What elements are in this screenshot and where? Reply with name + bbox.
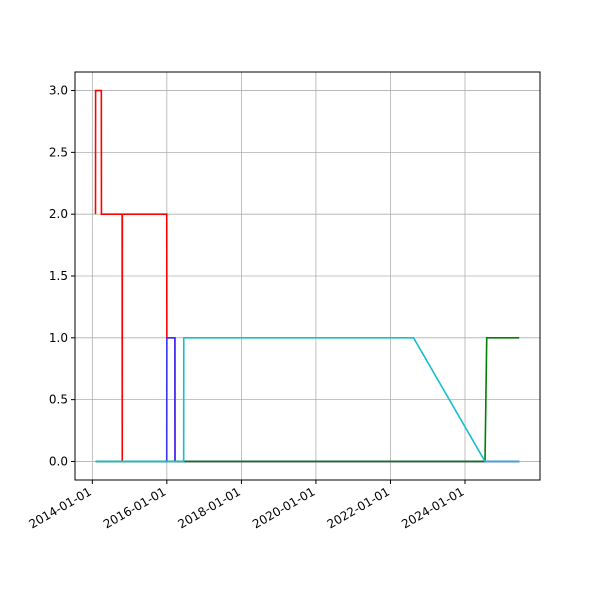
y-tick-label: 0.0 [49,454,68,468]
y-tick-label: 0.5 [49,393,68,407]
lines [94,89,520,463]
grid [75,72,540,480]
y-tick-label: 1.0 [49,331,68,345]
y-tick-label: 2.0 [49,207,68,221]
y-tick-label: 2.5 [49,145,68,159]
series-line [95,337,520,463]
y-tick-label: 1.5 [49,269,68,283]
series-line [95,337,520,463]
y-tick-label: 3.0 [49,84,68,98]
